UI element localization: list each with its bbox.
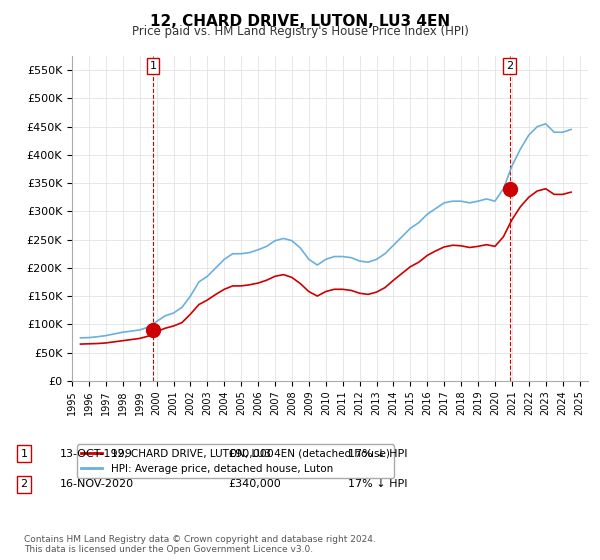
Text: 13-OCT-1999: 13-OCT-1999: [60, 449, 133, 459]
Text: 17% ↓ HPI: 17% ↓ HPI: [348, 449, 407, 459]
Text: 2: 2: [506, 60, 514, 71]
Text: 1: 1: [149, 60, 157, 71]
Text: Contains HM Land Registry data © Crown copyright and database right 2024.
This d: Contains HM Land Registry data © Crown c…: [24, 535, 376, 554]
Text: 17% ↓ HPI: 17% ↓ HPI: [348, 479, 407, 489]
Legend: 12, CHARD DRIVE, LUTON, LU3 4EN (detached house), HPI: Average price, detached h: 12, CHARD DRIVE, LUTON, LU3 4EN (detache…: [77, 445, 394, 478]
Text: 1: 1: [20, 449, 28, 459]
Text: £90,000: £90,000: [228, 449, 274, 459]
Text: 12, CHARD DRIVE, LUTON, LU3 4EN: 12, CHARD DRIVE, LUTON, LU3 4EN: [150, 14, 450, 29]
Text: Price paid vs. HM Land Registry's House Price Index (HPI): Price paid vs. HM Land Registry's House …: [131, 25, 469, 38]
Text: £340,000: £340,000: [228, 479, 281, 489]
Text: 16-NOV-2020: 16-NOV-2020: [60, 479, 134, 489]
Text: 2: 2: [20, 479, 28, 489]
